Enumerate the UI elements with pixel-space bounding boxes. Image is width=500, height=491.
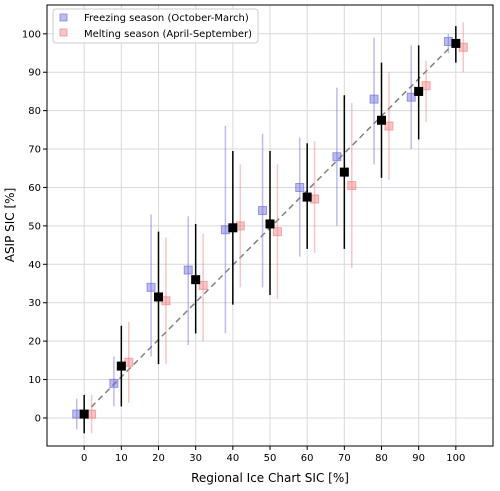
data-point-combined [79, 409, 89, 419]
x-tick-label: 20 [152, 453, 165, 464]
data-point-combined [414, 86, 424, 96]
data-point-combined [302, 192, 312, 202]
y-tick-label: 10 [28, 375, 41, 386]
x-tick-label: 10 [115, 453, 128, 464]
data-point-melting [421, 81, 431, 91]
data-point-combined [377, 115, 386, 125]
x-tick-label: 100 [446, 453, 465, 464]
data-point-freezing [443, 36, 453, 46]
data-point-combined [265, 219, 275, 229]
data-point-freezing [146, 282, 156, 292]
legend: Freezing season (October-March) Melting … [52, 8, 259, 44]
x-tick-label: 30 [189, 453, 202, 464]
series-layer [72, 22, 468, 434]
y-tick-label: 0 [35, 413, 41, 424]
x-tick-label: 0 [81, 453, 87, 464]
series-combined [79, 26, 461, 434]
data-point-melting [161, 296, 171, 306]
y-axis-title: ASIP SIC [%] [3, 188, 17, 263]
data-point-combined [228, 223, 238, 233]
y-tick-label: 30 [28, 298, 41, 309]
data-point-freezing [258, 206, 268, 216]
y-tick-label: 50 [28, 221, 41, 232]
data-point-melting [347, 181, 357, 191]
data-point-melting [198, 280, 208, 290]
tick-layer: 0 10 20 30 40 50 60 70 80 90 100 0 10 20 30 40 50 60 70 80 9… [22, 29, 465, 464]
y-tick-label: 70 [28, 145, 41, 156]
x-tick-label: 60 [301, 453, 314, 464]
data-point-melting [235, 221, 245, 231]
data-point-combined [191, 275, 201, 285]
data-point-combined [339, 167, 349, 177]
series-melting [87, 22, 468, 434]
y-tick-label: 90 [28, 68, 41, 79]
x-tick-label: 40 [226, 453, 239, 464]
y-tick-label: 20 [28, 337, 41, 348]
data-point-freezing [406, 92, 416, 102]
legend-swatch-melting [59, 28, 68, 37]
data-point-combined [154, 292, 163, 302]
x-tick-label: 80 [375, 453, 388, 464]
data-point-melting [310, 194, 320, 204]
x-tick-label: 50 [264, 453, 277, 464]
data-point-freezing [332, 152, 342, 162]
x-axis-title: Regional Ice Chart SIC [%] [191, 471, 349, 485]
data-point-freezing [183, 265, 193, 275]
data-point-freezing [72, 409, 82, 419]
data-point-freezing [369, 94, 379, 104]
data-point-melting [384, 121, 394, 131]
data-point-combined [116, 361, 126, 371]
data-point-melting [87, 409, 97, 419]
y-tick-label: 100 [22, 29, 41, 40]
legend-box [52, 8, 259, 44]
data-point-freezing [109, 378, 119, 388]
legend-label-freezing: Freezing season (October-March) [84, 13, 249, 24]
legend-label-melting: Melting season (April-September) [84, 29, 252, 40]
x-tick-label: 90 [412, 453, 425, 464]
data-point-freezing [295, 182, 305, 192]
y-tick-label: 80 [28, 106, 41, 117]
data-point-combined [451, 38, 461, 48]
x-tick-label: 70 [338, 453, 351, 464]
legend-swatch-freezing [59, 13, 68, 22]
data-point-melting [272, 227, 282, 237]
data-point-melting [124, 357, 134, 367]
data-point-freezing [220, 225, 230, 235]
y-tick-label: 40 [28, 260, 41, 271]
y-tick-label: 60 [28, 183, 41, 194]
data-point-melting [458, 42, 468, 52]
